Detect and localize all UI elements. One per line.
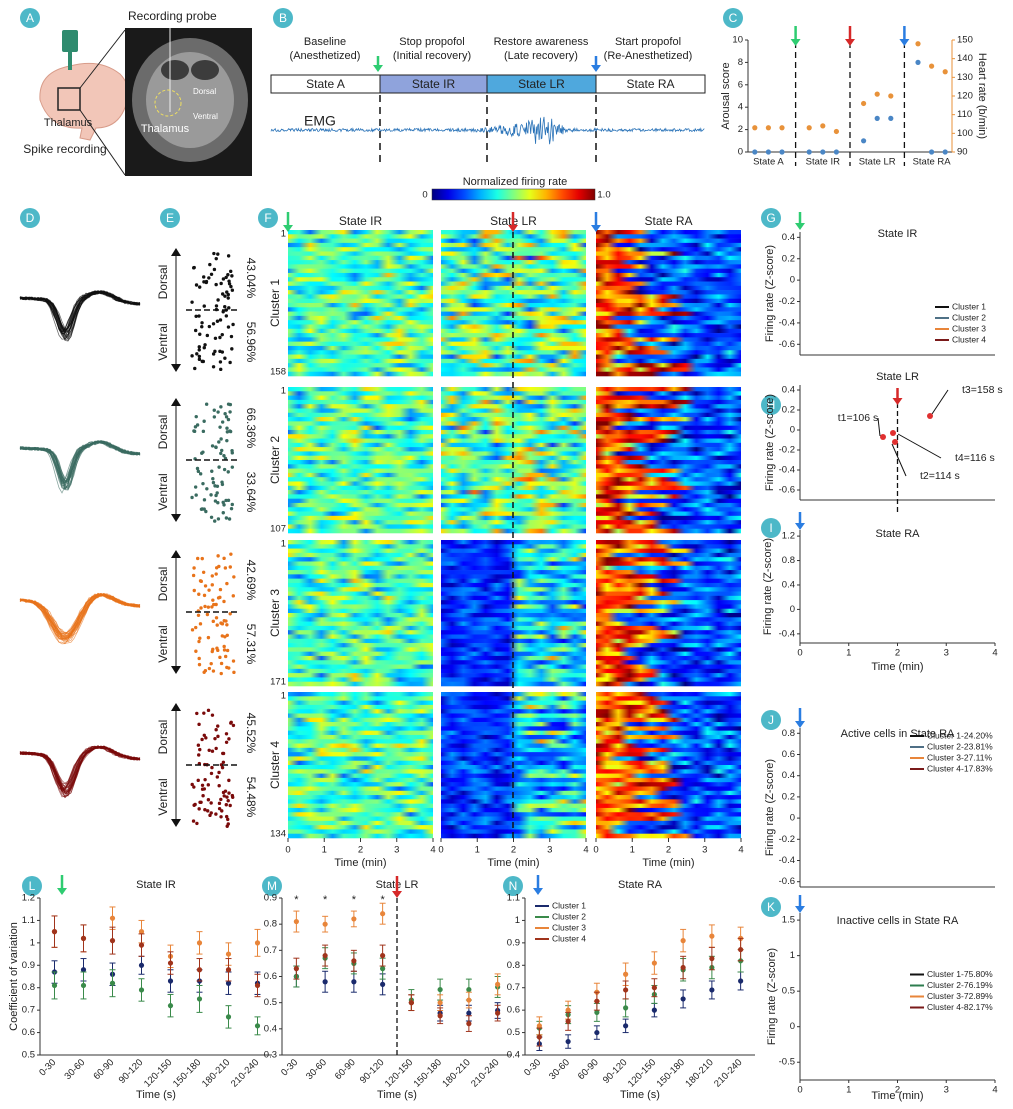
page: A B C D E F G H I J K L M N Recording probe Dorsal Ventr… <box>7 8 1003 1102</box>
